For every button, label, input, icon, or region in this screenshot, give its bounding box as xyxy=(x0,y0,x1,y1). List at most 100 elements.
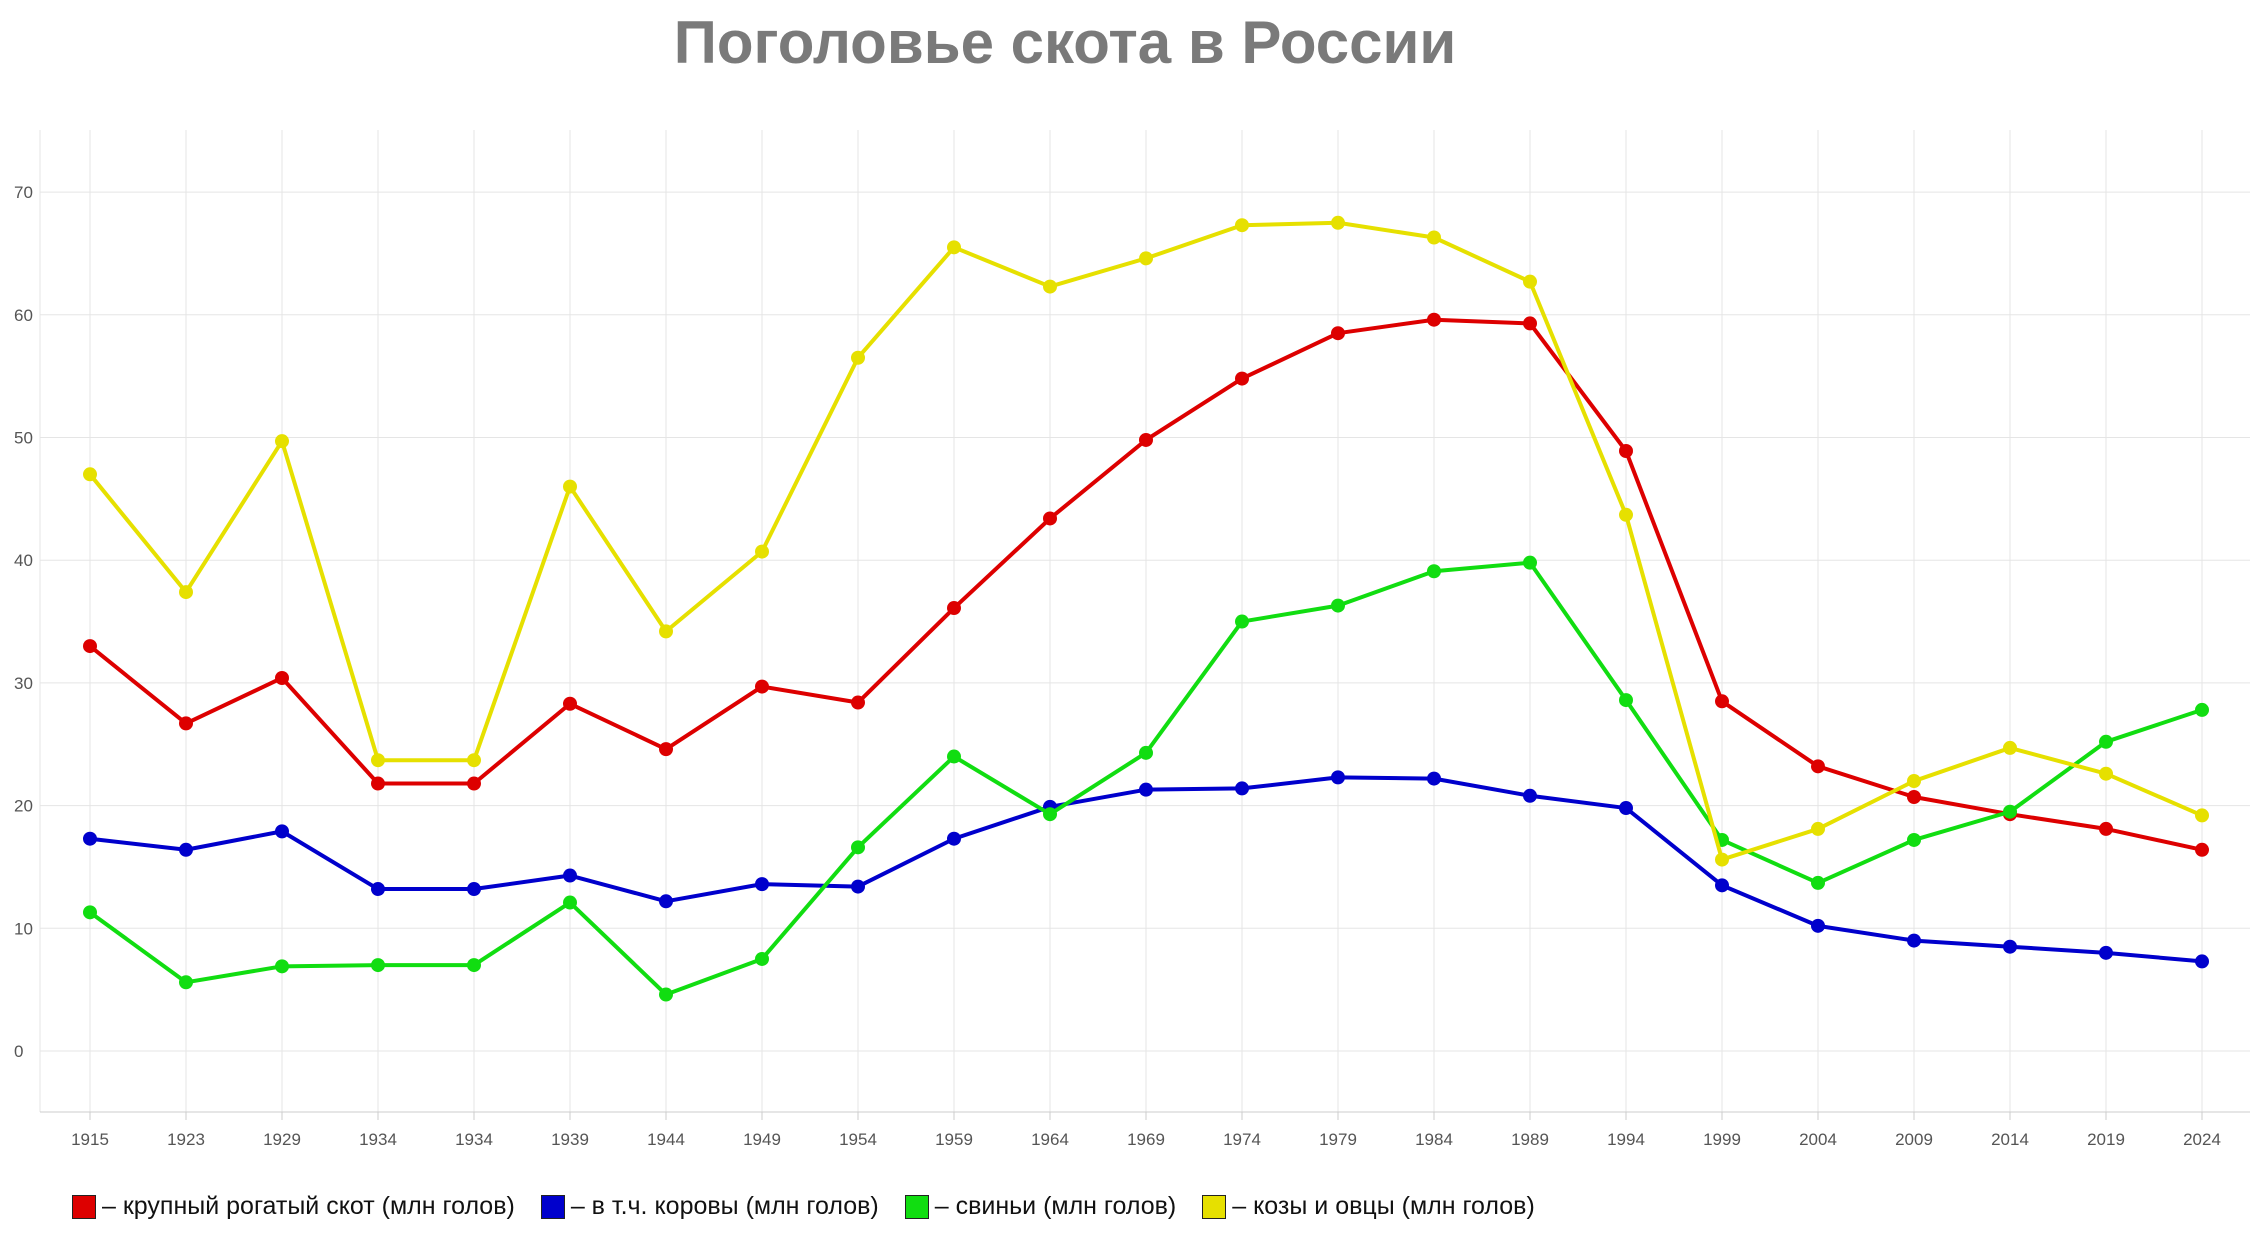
data-point[interactable] xyxy=(83,831,97,846)
data-point[interactable] xyxy=(2099,734,2113,749)
data-point[interactable] xyxy=(1715,878,1729,893)
legend-label: – крупный рогатый скот (млн голов) xyxy=(102,1192,515,1220)
data-point[interactable] xyxy=(659,742,673,757)
data-point[interactable] xyxy=(2099,821,2113,836)
data-point[interactable] xyxy=(1235,218,1249,233)
data-point[interactable] xyxy=(851,879,865,894)
data-point[interactable] xyxy=(371,776,385,791)
data-point[interactable] xyxy=(1139,432,1153,447)
data-point[interactable] xyxy=(2195,702,2209,717)
x-tick-label: 1999 xyxy=(1703,1130,1741,1149)
data-point[interactable] xyxy=(371,958,385,973)
data-point[interactable] xyxy=(947,831,961,846)
data-point[interactable] xyxy=(1523,788,1537,803)
data-point[interactable] xyxy=(851,840,865,855)
data-point[interactable] xyxy=(2099,945,2113,960)
data-point[interactable] xyxy=(1139,782,1153,797)
x-tick-label: 1974 xyxy=(1223,1130,1261,1149)
data-point[interactable] xyxy=(851,350,865,365)
data-point[interactable] xyxy=(2195,842,2209,857)
data-point[interactable] xyxy=(179,585,193,600)
data-point[interactable] xyxy=(563,895,577,910)
data-point[interactable] xyxy=(2099,766,2113,781)
data-point[interactable] xyxy=(467,958,481,973)
data-point[interactable] xyxy=(659,987,673,1002)
data-point[interactable] xyxy=(1523,555,1537,570)
data-point[interactable] xyxy=(1811,821,1825,836)
data-point[interactable] xyxy=(1427,230,1441,245)
data-point[interactable] xyxy=(2195,954,2209,969)
data-point[interactable] xyxy=(467,882,481,897)
data-point[interactable] xyxy=(1331,215,1345,230)
data-point[interactable] xyxy=(1235,614,1249,629)
data-point[interactable] xyxy=(275,670,289,685)
data-point[interactable] xyxy=(1043,279,1057,294)
data-point[interactable] xyxy=(1907,774,1921,789)
data-point[interactable] xyxy=(1331,770,1345,785)
data-point[interactable] xyxy=(467,776,481,791)
data-point[interactable] xyxy=(1619,443,1633,458)
data-point[interactable] xyxy=(659,894,673,909)
data-point[interactable] xyxy=(1523,274,1537,289)
data-point[interactable] xyxy=(563,696,577,711)
data-point[interactable] xyxy=(755,544,769,559)
data-point[interactable] xyxy=(1043,807,1057,822)
data-point[interactable] xyxy=(1907,933,1921,948)
data-point[interactable] xyxy=(947,749,961,764)
data-point[interactable] xyxy=(563,479,577,494)
data-point[interactable] xyxy=(275,824,289,839)
data-point[interactable] xyxy=(1811,875,1825,890)
data-point[interactable] xyxy=(1619,507,1633,522)
data-point[interactable] xyxy=(1235,371,1249,386)
data-point[interactable] xyxy=(275,434,289,449)
data-point[interactable] xyxy=(1427,312,1441,327)
data-point[interactable] xyxy=(2003,939,2017,954)
data-point[interactable] xyxy=(1715,852,1729,867)
y-tick-label: 60 xyxy=(14,306,33,325)
data-point[interactable] xyxy=(563,868,577,883)
data-point[interactable] xyxy=(1715,694,1729,709)
data-point[interactable] xyxy=(2003,804,2017,819)
x-tick-label: 1944 xyxy=(647,1130,685,1149)
data-point[interactable] xyxy=(179,716,193,731)
line-chart: 0 10 20 30 40 50 60 70 1915 1923 1929 1934 1934 1939 1… xyxy=(14,130,2250,1149)
data-point[interactable] xyxy=(371,882,385,897)
data-point[interactable] xyxy=(1331,598,1345,613)
data-point[interactable] xyxy=(947,240,961,255)
data-point[interactable] xyxy=(467,753,481,768)
x-tick-label: 2014 xyxy=(1991,1130,2029,1149)
data-point[interactable] xyxy=(1427,564,1441,579)
data-point[interactable] xyxy=(371,753,385,768)
data-point[interactable] xyxy=(1139,745,1153,760)
data-point[interactable] xyxy=(659,624,673,639)
data-point[interactable] xyxy=(1907,790,1921,805)
legend-label: – в т.ч. коровы (млн голов) xyxy=(570,1192,879,1220)
data-point[interactable] xyxy=(1139,251,1153,266)
data-point[interactable] xyxy=(755,877,769,892)
data-point[interactable] xyxy=(2195,808,2209,823)
data-point[interactable] xyxy=(1619,693,1633,708)
data-point[interactable] xyxy=(1619,801,1633,816)
data-point[interactable] xyxy=(275,959,289,974)
data-point[interactable] xyxy=(179,975,193,990)
data-point[interactable] xyxy=(1523,316,1537,331)
data-point[interactable] xyxy=(2003,740,2017,755)
x-tick-label: 2019 xyxy=(2087,1130,2125,1149)
data-point[interactable] xyxy=(1811,759,1825,774)
data-point[interactable] xyxy=(1043,511,1057,526)
data-point[interactable] xyxy=(1331,326,1345,341)
data-point[interactable] xyxy=(1427,771,1441,786)
data-point[interactable] xyxy=(1811,918,1825,933)
data-point[interactable] xyxy=(1235,781,1249,796)
data-point[interactable] xyxy=(755,679,769,694)
data-point[interactable] xyxy=(83,467,97,482)
legend-item: – в т.ч. коровы (млн голов) xyxy=(540,1192,879,1221)
x-tick-label: 1969 xyxy=(1127,1130,1165,1149)
data-point[interactable] xyxy=(1907,832,1921,847)
data-point[interactable] xyxy=(83,639,97,654)
data-point[interactable] xyxy=(947,601,961,616)
data-point[interactable] xyxy=(179,842,193,857)
data-point[interactable] xyxy=(755,951,769,966)
data-point[interactable] xyxy=(83,905,97,920)
data-point[interactable] xyxy=(851,695,865,710)
